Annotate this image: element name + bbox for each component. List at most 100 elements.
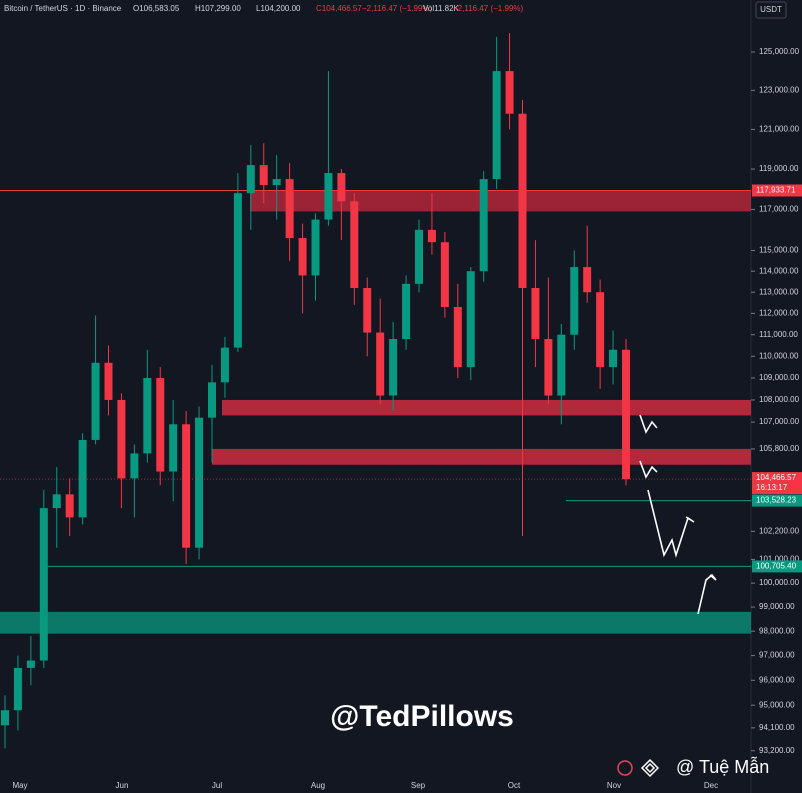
price-tag bbox=[752, 560, 802, 573]
candle-body bbox=[466, 271, 475, 368]
candle-body bbox=[311, 219, 320, 276]
candle-body bbox=[91, 362, 100, 440]
y-tick-label: 107,000.00 bbox=[759, 417, 800, 426]
candle-body bbox=[130, 453, 139, 479]
candle-body bbox=[376, 332, 385, 396]
candle-body bbox=[492, 71, 501, 180]
close: C104,466.57 bbox=[316, 4, 362, 13]
candle-body bbox=[52, 494, 61, 509]
last-price-label: 104,466.57 bbox=[756, 473, 797, 482]
candle-body bbox=[78, 439, 87, 518]
x-tick-label: Aug bbox=[311, 781, 325, 790]
price-tag bbox=[752, 184, 802, 197]
candle-body bbox=[220, 347, 229, 383]
y-tick-label: 115,000.00 bbox=[759, 246, 799, 255]
x-tick-label: Jul bbox=[212, 781, 222, 790]
candle-body bbox=[195, 417, 204, 548]
candle-body bbox=[39, 508, 48, 661]
candle-body bbox=[65, 494, 74, 518]
change: −2,116.47 (−1.99%) bbox=[362, 4, 432, 13]
candle-body bbox=[415, 229, 423, 284]
y-tick-label: 125,000.00 bbox=[759, 47, 800, 56]
y-tick-label: 105,800.00 bbox=[759, 444, 800, 453]
candle-body bbox=[156, 377, 165, 472]
watermark: @TedPillows bbox=[330, 700, 514, 733]
x-tick-label: Dec bbox=[704, 781, 718, 790]
candle-body bbox=[557, 334, 566, 396]
candle-body bbox=[350, 201, 359, 289]
candle-body bbox=[285, 179, 294, 239]
y-tick-label: 109,000.00 bbox=[759, 373, 800, 382]
candle-body bbox=[570, 267, 579, 335]
candle-body bbox=[259, 165, 268, 186]
candle-body bbox=[453, 307, 462, 368]
y-tick-label: 101,000.00 bbox=[759, 555, 800, 564]
candle-body bbox=[402, 283, 411, 340]
y-tick-label: 95,000.00 bbox=[759, 700, 795, 709]
high: H107,299.00 bbox=[195, 4, 241, 13]
candle-body bbox=[246, 165, 255, 194]
y-tick-label: 102,200.00 bbox=[759, 526, 800, 535]
candle-body bbox=[1, 710, 9, 726]
candle-body bbox=[324, 173, 333, 220]
y-tick-label: 110,000.00 bbox=[759, 351, 799, 360]
candle-body bbox=[596, 292, 605, 368]
y-tick-label: 97,000.00 bbox=[759, 651, 795, 660]
y-tick-label: 93,200.00 bbox=[759, 746, 795, 755]
candle-body bbox=[531, 288, 540, 340]
y-tick-label: 108,000.00 bbox=[759, 395, 800, 404]
candle-body bbox=[337, 173, 346, 202]
candle-body bbox=[169, 424, 178, 472]
zone bbox=[0, 611, 751, 634]
candle-body bbox=[298, 238, 307, 276]
low: L104,200.00 bbox=[256, 4, 301, 13]
last-price-tag bbox=[752, 472, 802, 495]
y-tick-label: 99,000.00 bbox=[759, 602, 795, 611]
currency-button[interactable] bbox=[755, 1, 787, 19]
y-tick-label: 98,000.00 bbox=[759, 626, 795, 635]
candle-body bbox=[182, 424, 191, 548]
x-tick-label: Sep bbox=[411, 781, 426, 790]
zone bbox=[212, 448, 751, 465]
price-tag-label: 103,528.23 bbox=[756, 496, 797, 505]
y-tick-label: 112,000.00 bbox=[759, 308, 799, 317]
candle-body bbox=[609, 349, 618, 368]
y-tick-label: 100,000.00 bbox=[759, 578, 800, 587]
candle-body bbox=[363, 288, 372, 333]
x-tick-label: Jun bbox=[116, 781, 129, 790]
countdown: 16:13:17 bbox=[756, 483, 788, 492]
price-tag-label: 117,933.71 bbox=[756, 186, 796, 195]
y-tick-label: 94,100.00 bbox=[759, 723, 795, 732]
arrows bbox=[639, 414, 717, 615]
y-tick-label: 111,000.00 bbox=[759, 330, 798, 339]
candle-body bbox=[440, 242, 449, 308]
candle-body bbox=[389, 339, 398, 396]
open: O106,583.05 bbox=[133, 4, 180, 13]
y-tick-label: 121,000.00 bbox=[759, 125, 800, 134]
y-tick-label: 114,000.00 bbox=[759, 266, 799, 275]
x-tick-label: Oct bbox=[508, 781, 521, 790]
candle-body bbox=[233, 193, 242, 348]
candle-body bbox=[208, 382, 216, 418]
candle-body bbox=[518, 113, 527, 289]
currency[interactable]: USDT bbox=[760, 5, 782, 14]
x-tick-label: May bbox=[12, 781, 27, 790]
candle-body bbox=[544, 339, 553, 396]
zone bbox=[222, 399, 751, 416]
volume-change: −2,116.47 (−1.99%) bbox=[453, 4, 523, 13]
candle-body bbox=[479, 179, 488, 272]
candle-body bbox=[26, 660, 35, 668]
candle-body bbox=[13, 667, 22, 711]
y-tick-label: 119,000.00 bbox=[759, 164, 799, 173]
candle-body bbox=[583, 267, 592, 293]
volume: Vol11.82K bbox=[423, 4, 460, 13]
y-tick-label: 123,000.00 bbox=[759, 85, 800, 94]
candle-body bbox=[117, 399, 126, 479]
candle-body bbox=[505, 71, 514, 114]
x-tick-label: Nov bbox=[607, 781, 621, 790]
candle-body bbox=[143, 377, 152, 454]
credit: @ Tuệ Mẫn bbox=[676, 756, 769, 777]
candle-body bbox=[104, 362, 113, 400]
